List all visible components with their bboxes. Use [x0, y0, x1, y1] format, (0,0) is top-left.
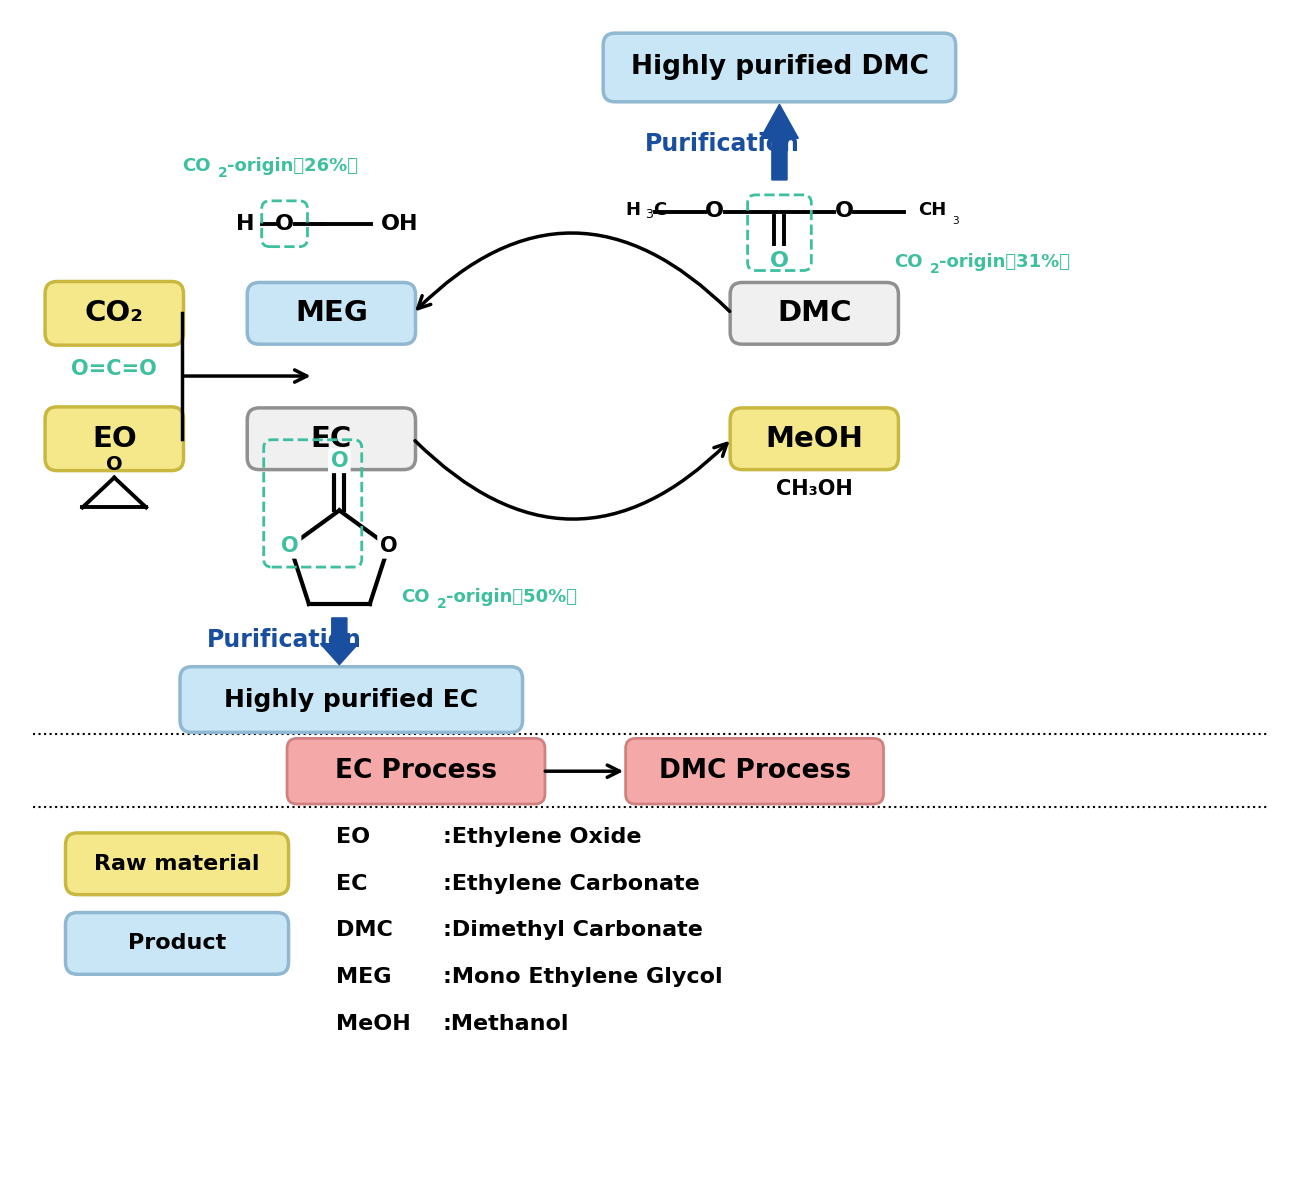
FancyBboxPatch shape [65, 833, 289, 895]
FancyBboxPatch shape [731, 282, 898, 344]
FancyBboxPatch shape [603, 34, 956, 102]
Text: OH: OH [381, 214, 419, 234]
Text: $_3$: $_3$ [952, 212, 959, 227]
Text: EC: EC [337, 874, 368, 894]
FancyBboxPatch shape [179, 667, 523, 732]
FancyBboxPatch shape [287, 738, 545, 804]
Text: :Dimethyl Carbonate: :Dimethyl Carbonate [443, 920, 703, 941]
Text: EO: EO [92, 425, 136, 452]
Text: CO₂: CO₂ [84, 299, 144, 328]
Text: O: O [107, 455, 122, 474]
Text: EO: EO [337, 827, 370, 847]
Text: -origin（26%）: -origin（26%） [226, 157, 358, 175]
Text: DMC: DMC [337, 920, 393, 941]
Text: O: O [281, 536, 299, 556]
Text: -origin（50%）: -origin（50%） [446, 588, 577, 606]
Text: O: O [330, 451, 348, 470]
Text: EC: EC [311, 425, 352, 452]
Text: $_3$C: $_3$C [645, 200, 668, 220]
Text: CO: CO [182, 157, 211, 175]
Text: O: O [770, 251, 789, 270]
Text: :Ethylene Oxide: :Ethylene Oxide [443, 827, 641, 847]
Text: DMC Process: DMC Process [659, 758, 850, 785]
Text: :Mono Ethylene Glycol: :Mono Ethylene Glycol [443, 967, 723, 988]
Text: CH: CH [918, 200, 946, 218]
Text: H: H [625, 200, 640, 218]
Text: Highly purified EC: Highly purified EC [224, 688, 478, 712]
Text: 2: 2 [218, 166, 227, 180]
Text: O: O [835, 200, 854, 221]
Text: Product: Product [127, 934, 226, 954]
Text: MEG: MEG [337, 967, 391, 988]
Text: MEG: MEG [295, 299, 368, 328]
Text: CO: CO [402, 588, 429, 606]
FancyBboxPatch shape [65, 912, 289, 974]
Text: CO: CO [894, 252, 923, 270]
Text: EC Process: EC Process [335, 758, 497, 785]
Text: Highly purified DMC: Highly purified DMC [630, 54, 928, 80]
Text: O=C=O: O=C=O [72, 359, 157, 379]
Text: Purification: Purification [645, 132, 800, 156]
Text: O: O [705, 200, 724, 221]
Text: :Methanol: :Methanol [443, 1014, 569, 1034]
FancyBboxPatch shape [247, 408, 416, 469]
Text: CH₃OH: CH₃OH [776, 479, 853, 498]
Polygon shape [760, 104, 798, 180]
Text: DMC: DMC [777, 299, 852, 328]
Text: Raw material: Raw material [95, 853, 260, 874]
FancyBboxPatch shape [46, 282, 183, 346]
Text: -origin（31%）: -origin（31%） [939, 252, 1070, 270]
Text: O: O [276, 214, 294, 234]
Text: 2: 2 [437, 596, 447, 611]
FancyBboxPatch shape [46, 407, 183, 470]
Text: O: O [380, 536, 398, 556]
FancyBboxPatch shape [731, 408, 898, 469]
FancyBboxPatch shape [625, 738, 884, 804]
Polygon shape [320, 618, 359, 665]
Text: Purification: Purification [207, 628, 361, 652]
Text: :Ethylene Carbonate: :Ethylene Carbonate [443, 874, 699, 894]
Text: H: H [237, 214, 255, 234]
FancyBboxPatch shape [247, 282, 416, 344]
Text: 2: 2 [930, 262, 940, 276]
Text: MeOH: MeOH [766, 425, 863, 452]
Text: MeOH: MeOH [337, 1014, 411, 1034]
